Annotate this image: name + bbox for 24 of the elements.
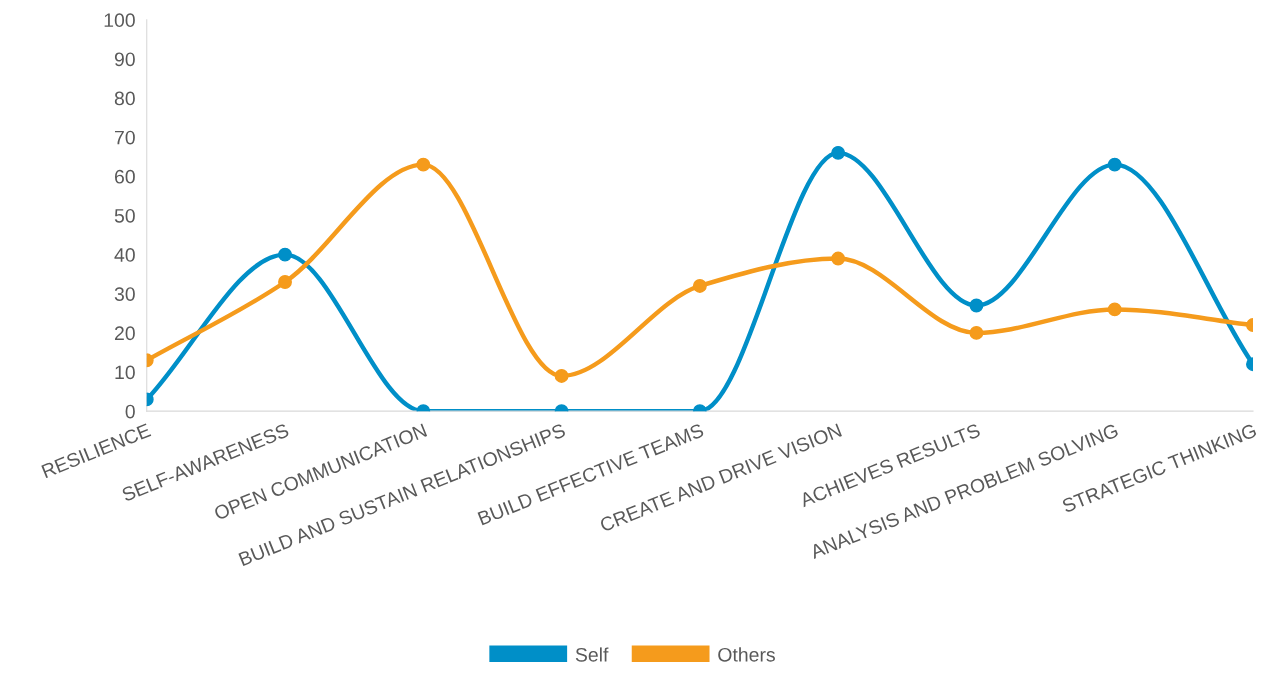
y-tick-label: 30 [114,287,135,301]
y-tick-label: 90 [114,52,135,67]
y-tick-label: 70 [115,130,135,145]
point [831,251,846,266]
legend-label: Self [575,647,609,662]
point [969,325,984,340]
point [969,298,984,313]
y-tick-label: 40 [114,248,135,262]
legend-label: Others [718,647,775,662]
y-tick-label: 80 [114,91,135,106]
point [278,247,292,262]
point [416,157,431,172]
y-tick-label: 0 [125,404,135,419]
point [1107,157,1122,172]
point [1107,302,1122,317]
point [278,275,292,289]
y-tick-label: 50 [114,208,135,223]
point [831,145,846,160]
y-tick-label: 20 [114,326,135,341]
y-tick-label: 60 [114,169,135,184]
y-tick-label: 10 [115,365,135,380]
y-tick-label: 100 [104,13,135,28]
point [692,278,707,293]
point [554,368,569,383]
